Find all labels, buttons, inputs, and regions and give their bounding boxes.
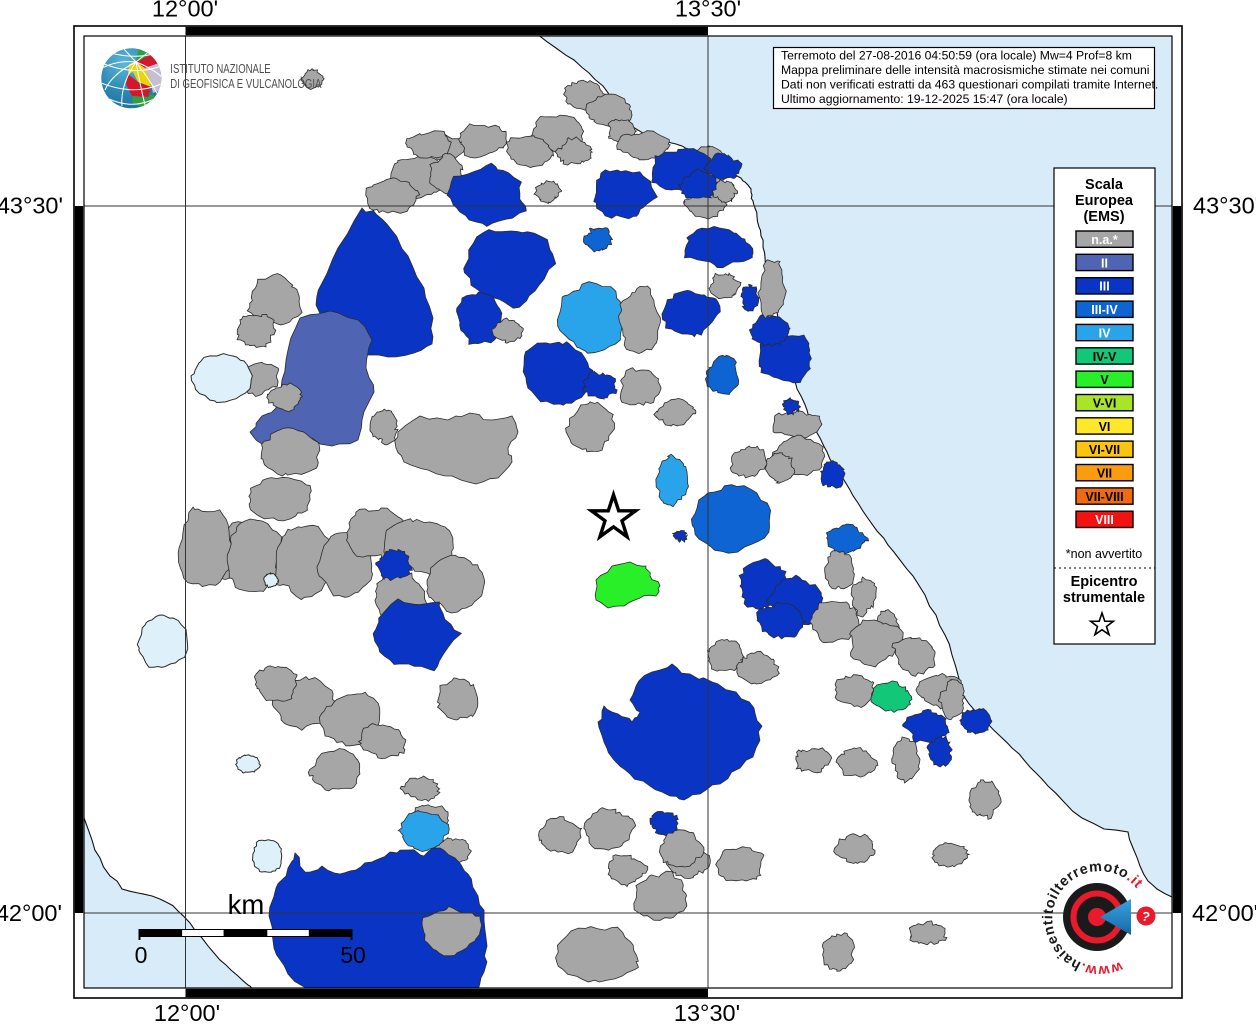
svg-text:Dati non verificati estratti d: Dati non verificati estratti da 463 ques… xyxy=(781,78,1158,92)
svg-text:IV: IV xyxy=(1099,326,1111,340)
svg-text:IV-V: IV-V xyxy=(1093,350,1117,364)
svg-text:Scala: Scala xyxy=(1085,177,1124,193)
svg-text:VIII: VIII xyxy=(1095,513,1114,527)
svg-text:50: 50 xyxy=(340,942,366,968)
svg-text:strumentale: strumentale xyxy=(1063,590,1145,606)
svg-text:VI-VII: VI-VII xyxy=(1089,443,1120,457)
svg-text:12°00': 12°00' xyxy=(152,0,218,22)
svg-text:0: 0 xyxy=(135,942,148,968)
svg-text:42°00': 42°00' xyxy=(0,900,62,926)
svg-text:Ultimo aggiornamento: 19-12-20: Ultimo aggiornamento: 19-12-2025 15:47 (… xyxy=(781,92,1068,106)
svg-text:ISTITUTO NAZIONALE: ISTITUTO NAZIONALE xyxy=(170,63,270,77)
svg-text:(EMS): (EMS) xyxy=(1083,209,1124,225)
svg-text:13°30': 13°30' xyxy=(675,0,741,22)
svg-text:Europea: Europea xyxy=(1075,193,1134,209)
svg-text:III-IV: III-IV xyxy=(1091,303,1118,317)
svg-text:V: V xyxy=(1100,373,1109,387)
svg-text:km: km xyxy=(228,889,265,920)
svg-text:II: II xyxy=(1101,256,1108,270)
svg-text:VII: VII xyxy=(1097,467,1112,481)
svg-text:V-VI: V-VI xyxy=(1093,397,1117,411)
svg-text:Mappa preliminare delle intens: Mappa preliminare delle intensità macros… xyxy=(781,63,1150,77)
svg-text:n.a.*: n.a.* xyxy=(1091,233,1118,247)
svg-text:Terremoto del 27-08-2016 04:50: Terremoto del 27-08-2016 04:50:59 (ora l… xyxy=(781,49,1132,63)
svg-text:VII-VIII: VII-VIII xyxy=(1085,490,1123,504)
svg-text:12°00': 12°00' xyxy=(154,1000,220,1024)
svg-text:?: ? xyxy=(1140,908,1151,924)
svg-text:*non avvertito: *non avvertito xyxy=(1066,547,1142,561)
svg-text:III: III xyxy=(1099,280,1109,294)
svg-text:DI GEOFISICA E VULCANOLOGIA: DI GEOFISICA E VULCANOLOGIA xyxy=(170,78,322,92)
svg-text:VI: VI xyxy=(1099,420,1111,434)
svg-text:43°30': 43°30' xyxy=(0,193,63,219)
svg-text:42°00': 42°00' xyxy=(1192,900,1256,926)
svg-text:13°30': 13°30' xyxy=(674,1000,740,1024)
svg-text:Epicentro: Epicentro xyxy=(1071,574,1138,590)
svg-text:43°30': 43°30' xyxy=(1193,193,1256,219)
